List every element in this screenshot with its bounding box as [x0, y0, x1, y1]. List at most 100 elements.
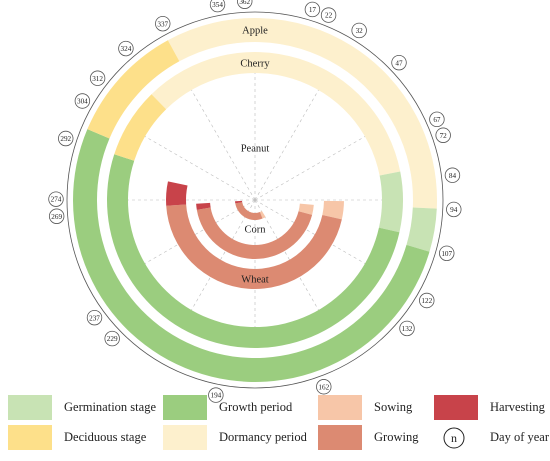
grid-spoke: [254, 199, 368, 266]
day-marker-circle: [48, 208, 65, 224]
ring-cherry: [107, 52, 403, 348]
day-marker-label: 17: [309, 6, 317, 14]
day-marker-circle: [320, 7, 337, 23]
day-marker-circle: [444, 167, 461, 183]
grid-spoke: [142, 134, 256, 201]
day-marker-label: 229: [107, 335, 118, 343]
day-marker: 354: [209, 0, 226, 13]
cherry-deciduous-segment: [114, 94, 167, 161]
day-marker-label: 337: [157, 20, 168, 28]
day-marker-circle: [208, 387, 224, 403]
apple-dormancy-segment: [167, 17, 438, 209]
day-marker: 132: [399, 320, 415, 337]
day-marker-label: 274: [51, 196, 62, 204]
wheat-sowing-segment: [322, 200, 344, 220]
day-marker-circle: [237, 0, 253, 9]
day-marker: 337: [155, 15, 171, 32]
legend-swatch-dormancy: [163, 425, 207, 450]
ring-peanut: [196, 202, 314, 260]
corn-growing-segment: [235, 202, 263, 221]
day-marker-label: 72: [440, 132, 448, 140]
peanut-growing-segment: [196, 207, 313, 260]
day-marker-label: 304: [77, 98, 88, 106]
grid-spoke: [189, 87, 256, 201]
legend-item-harvesting: Harvesting: [434, 395, 546, 420]
crop-label-apple: Apple: [242, 26, 268, 37]
day-marker: 107: [439, 245, 455, 262]
grid-spoke: [254, 134, 368, 201]
legend-item-sowing: Sowing: [318, 395, 413, 420]
day-marker-label: 312: [92, 75, 103, 83]
legend-swatch-growth: [163, 395, 207, 420]
day-marker: 47: [391, 54, 407, 71]
grid-spoke: [254, 199, 321, 313]
crop-label-wheat: Wheat: [241, 275, 268, 286]
day-marker-circle: [89, 70, 106, 86]
day-marker: 94: [446, 201, 462, 218]
day-marker: 304: [74, 93, 91, 109]
legend-swatch-harvesting: [434, 395, 478, 420]
day-marker: 122: [419, 292, 435, 309]
apple-deciduous-segment: [87, 40, 180, 139]
crop-label-cherry: Cherry: [240, 59, 270, 70]
day-marker-circle: [435, 127, 451, 143]
crop-rings: [73, 17, 438, 382]
apple-germination-segment: [406, 207, 437, 252]
day-marker: 237: [86, 309, 103, 326]
legend-label-growth: Growth period: [219, 400, 293, 414]
day-marker-circle: [104, 330, 120, 347]
day-marker: 292: [58, 130, 74, 147]
day-marker: 17: [304, 1, 321, 18]
day-marker: 194: [208, 387, 224, 403]
legend-item-growth: Growth period: [163, 395, 293, 420]
ring-wheat: [166, 181, 344, 289]
legend-swatch-deciduous: [8, 425, 52, 450]
legend: Germination stage Growth period Sowing Harv…: [8, 395, 550, 450]
legend-swatch-growing: [318, 425, 362, 450]
day-marker: 324: [118, 40, 134, 57]
crop-label-peanut: Peanut: [241, 144, 270, 155]
legend-label-day: Day of year: [490, 430, 550, 444]
day-marker: 162: [316, 379, 332, 395]
ring-corn: [235, 200, 266, 221]
legend-label-deciduous: Deciduous stage: [64, 430, 147, 444]
day-marker: 274: [48, 191, 64, 207]
day-marker-label: 292: [60, 135, 71, 143]
legend-item-day: n Day of year: [443, 427, 550, 449]
day-marker-label: 84: [449, 172, 457, 180]
radial-grid: [66, 11, 444, 389]
day-marker-label: 132: [402, 325, 413, 333]
legend-label-dormancy: Dormancy period: [219, 430, 308, 444]
legend-day-symbol: [443, 427, 465, 449]
wheat-harvesting-segment: [166, 181, 188, 206]
legend-swatch-sowing: [318, 395, 362, 420]
legend-label-germination: Germination stage: [64, 400, 156, 414]
day-marker-label: 94: [450, 206, 458, 214]
legend-item-deciduous: Deciduous stage: [8, 425, 147, 450]
legend-label-harvesting: Harvesting: [490, 400, 546, 414]
day-marker: 362: [237, 0, 253, 9]
day-marker: 312: [89, 70, 106, 86]
day-marker-circle: [316, 379, 332, 395]
day-marker-circle: [58, 130, 74, 147]
day-marker: 269: [48, 208, 65, 224]
day-marker: 67: [429, 111, 445, 128]
day-marker-circle: [48, 191, 64, 207]
day-marker: 32: [351, 22, 367, 39]
crop-labels: Apple Cherry Wheat Peanut Corn: [240, 26, 270, 286]
day-marker-circle: [446, 201, 462, 218]
day-marker-label: 67: [433, 116, 441, 124]
legend-swatch-germination: [8, 395, 52, 420]
day-marker-label: 269: [51, 213, 62, 221]
grid-spoke: [254, 87, 321, 201]
day-marker-circle: [86, 309, 103, 326]
cherry-dormancy-segment: [151, 52, 401, 176]
day-marker-circle: [118, 40, 134, 57]
day-marker-circle: [304, 1, 321, 18]
day-marker-label: 194: [210, 392, 221, 400]
crop-label-corn: Corn: [245, 225, 267, 236]
day-marker-label: 107: [441, 250, 452, 258]
day-marker-circle: [155, 15, 171, 32]
cherry-germination-segment: [378, 171, 403, 233]
